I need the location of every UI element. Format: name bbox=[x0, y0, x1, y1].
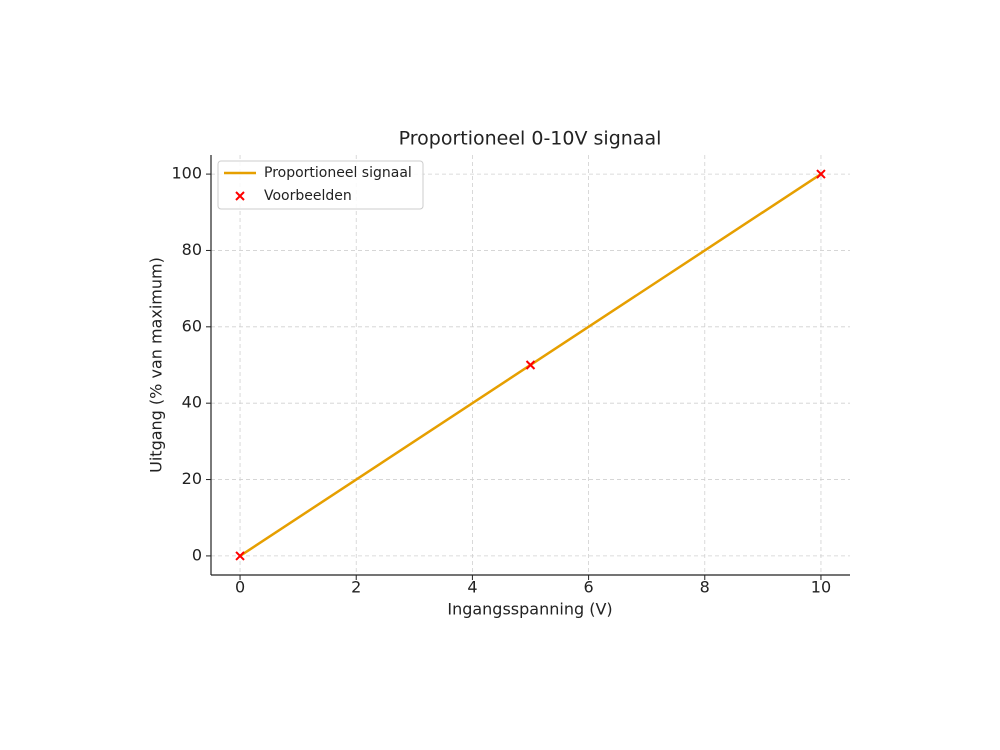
marker bbox=[235, 551, 245, 561]
y-tick-label: 0 bbox=[192, 545, 202, 564]
x-tick-label: 6 bbox=[583, 578, 593, 597]
legend-swatch bbox=[235, 191, 245, 201]
x-tick-label: 8 bbox=[700, 578, 710, 597]
plot-area bbox=[235, 169, 826, 561]
legend-box bbox=[217, 160, 424, 210]
x-tick-label: 2 bbox=[351, 578, 361, 597]
x-tick-label: 4 bbox=[467, 578, 477, 597]
legend-label: Proportioneel signaal bbox=[264, 165, 412, 181]
x-tick-label: 10 bbox=[811, 578, 831, 597]
x-tick-label: 0 bbox=[235, 578, 245, 597]
legend: Proportioneel signaal Voorbeelden bbox=[217, 160, 424, 210]
y-tick-label: 80 bbox=[182, 240, 202, 259]
y-tick-label: 100 bbox=[171, 164, 202, 183]
legend-label: Voorbeelden bbox=[264, 188, 352, 204]
chart-title: Proportioneel 0-10V signaal bbox=[399, 128, 662, 150]
marker bbox=[525, 360, 536, 370]
y-tick-label: 40 bbox=[182, 393, 202, 412]
y-axis-label: Uitgang (% van maximum) bbox=[147, 257, 166, 473]
y-tick-label: 20 bbox=[182, 469, 202, 488]
marker bbox=[816, 169, 826, 179]
x-axis-label: Ingangsspanning (V) bbox=[447, 600, 612, 619]
y-tick-label: 60 bbox=[182, 316, 202, 335]
